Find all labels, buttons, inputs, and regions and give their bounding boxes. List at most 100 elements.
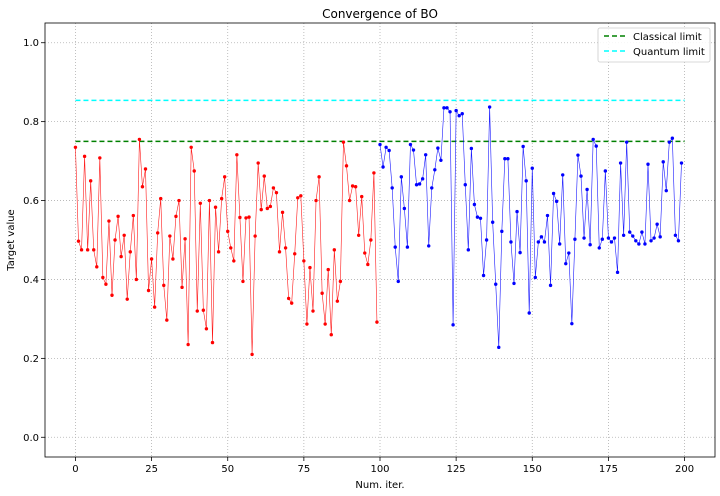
data-point xyxy=(226,229,230,234)
data-point xyxy=(195,309,199,313)
data-point xyxy=(399,175,404,179)
data-point xyxy=(350,184,355,188)
data-point xyxy=(88,179,93,183)
data-point xyxy=(600,237,605,241)
data-point xyxy=(618,161,623,165)
data-point xyxy=(518,250,522,255)
data-point xyxy=(420,177,425,181)
data-point xyxy=(180,285,184,290)
data-point xyxy=(235,153,239,157)
data-point xyxy=(259,207,263,212)
data-point xyxy=(341,140,346,144)
data-point xyxy=(241,279,245,284)
y-tick-label: 0.0 xyxy=(23,433,39,444)
data-point xyxy=(439,158,443,162)
data-point xyxy=(305,322,309,326)
data-point xyxy=(356,233,361,237)
data-point xyxy=(384,145,388,149)
legend: Classical limit Quantum limit xyxy=(597,27,711,63)
data-point xyxy=(326,267,330,272)
data-point xyxy=(658,235,662,239)
series-line xyxy=(379,107,682,348)
data-point xyxy=(561,173,565,177)
data-point xyxy=(283,246,288,250)
data-point xyxy=(116,214,120,219)
data-point xyxy=(238,215,242,220)
data-point xyxy=(414,183,419,187)
data-point xyxy=(286,296,291,301)
data-point xyxy=(302,259,306,263)
data-point xyxy=(594,144,598,148)
data-point xyxy=(293,252,297,256)
x-tick-label: 125 xyxy=(447,464,466,475)
data-point xyxy=(159,196,163,201)
data-point xyxy=(490,220,495,224)
data-point xyxy=(131,213,136,218)
data-point xyxy=(76,239,81,243)
x-tick-label: 200 xyxy=(675,464,694,475)
data-point xyxy=(612,236,617,240)
series-line xyxy=(75,139,378,355)
data-point xyxy=(222,175,227,179)
data-point xyxy=(646,162,650,166)
data-point xyxy=(347,198,352,203)
data-point xyxy=(134,277,139,282)
data-point xyxy=(536,240,541,244)
data-point xyxy=(296,196,300,200)
data-point xyxy=(360,194,364,199)
legend-label-classical: Classical limit xyxy=(633,32,702,43)
data-point xyxy=(603,169,608,173)
data-point xyxy=(542,240,547,244)
data-point xyxy=(582,236,586,240)
data-point xyxy=(332,248,337,252)
y-tick-label: 0.6 xyxy=(23,196,39,207)
data-point xyxy=(442,106,446,110)
data-point xyxy=(247,215,251,219)
y-axis-ticks: 0.0 0.2 0.4 0.6 0.8 1.0 xyxy=(23,38,45,444)
data-point xyxy=(128,250,132,254)
data-point xyxy=(664,188,668,193)
data-point xyxy=(289,301,294,305)
data-point xyxy=(597,246,601,250)
data-point xyxy=(250,352,254,357)
data-point xyxy=(655,222,659,226)
data-point xyxy=(253,234,257,238)
data-point xyxy=(567,251,571,255)
x-tick-label: 75 xyxy=(297,464,310,475)
data-point xyxy=(423,153,428,157)
legend-box xyxy=(597,27,711,63)
data-point xyxy=(634,239,638,243)
data-point xyxy=(430,186,434,190)
data-point xyxy=(448,110,452,114)
data-point xyxy=(82,154,87,159)
data-point xyxy=(652,236,656,240)
x-tick-label: 25 xyxy=(145,464,158,475)
data-point xyxy=(673,233,678,237)
data-point xyxy=(557,242,562,246)
legend-label-quantum: Quantum limit xyxy=(633,47,705,58)
x-tick-label: 100 xyxy=(370,464,389,475)
data-point xyxy=(186,342,190,347)
x-tick-label: 50 xyxy=(221,464,234,475)
data-point xyxy=(213,205,218,209)
data-point xyxy=(168,234,172,238)
data-point xyxy=(570,321,574,326)
data-point xyxy=(643,242,647,246)
data-point xyxy=(229,246,233,250)
data-point xyxy=(104,282,108,286)
data-point xyxy=(387,148,391,153)
series-layer xyxy=(73,105,684,357)
data-point xyxy=(585,187,589,192)
data-point xyxy=(427,244,431,248)
data-point xyxy=(244,216,248,220)
data-point xyxy=(216,250,221,254)
data-point xyxy=(573,237,577,241)
data-point xyxy=(79,248,84,252)
data-point xyxy=(609,240,614,244)
data-point xyxy=(451,323,455,327)
data-point xyxy=(95,265,99,269)
data-point xyxy=(165,318,169,322)
data-point xyxy=(262,174,266,178)
data-point xyxy=(481,273,486,278)
